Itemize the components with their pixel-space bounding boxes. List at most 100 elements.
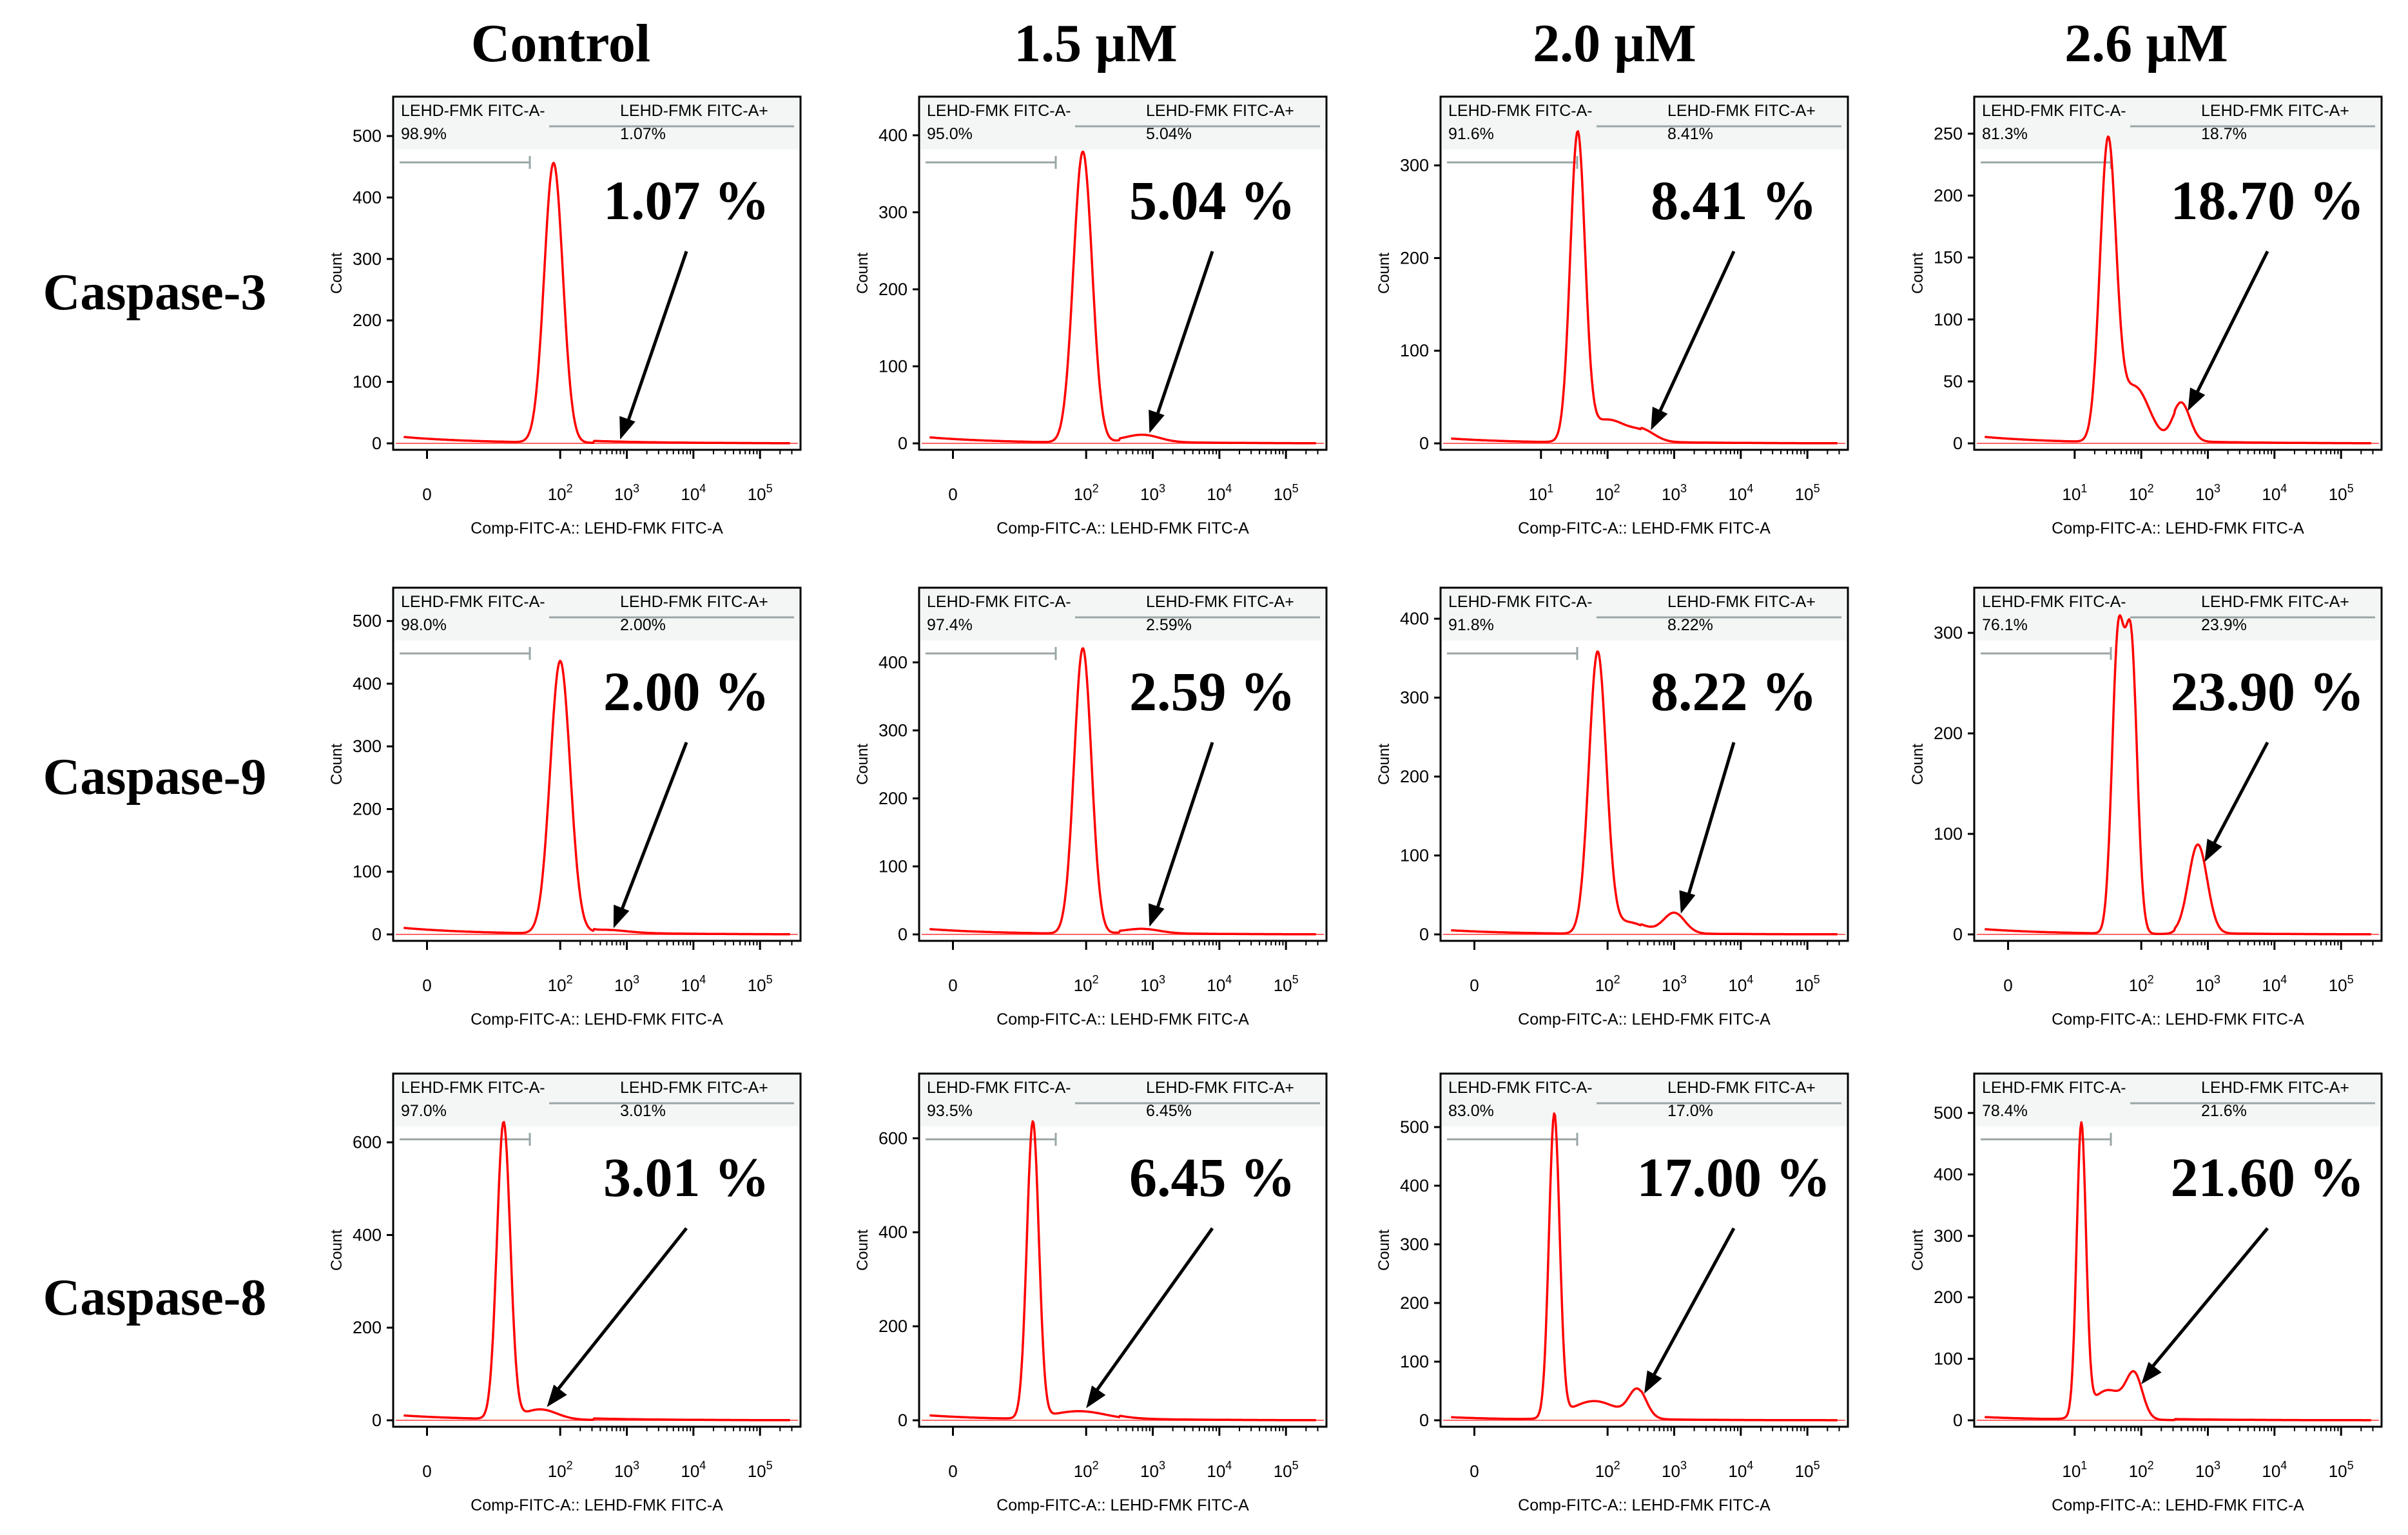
x-tick-label: 104 [2262,482,2287,504]
gate-pos-label: LEHD-FMK FITC-A+ [1667,593,1816,611]
x-tick-label: 105 [2329,1459,2354,1481]
x-tick-label: 102 [1074,1459,1099,1481]
x-tick-label: 101 [2062,1459,2087,1481]
column-title-1: 1.5 µM [1014,14,1178,73]
gate-neg-label: LEHD-FMK FITC-A- [927,102,1071,120]
annotation-percent: 8.41 % [1651,169,1817,231]
y-tick-label: 200 [1400,248,1429,267]
row-label-1: Caspase-9 [43,749,267,806]
annotation-arrow-line [2208,741,2269,853]
y-axis-title: Count [1909,1230,1927,1271]
gate-pos-label: LEHD-FMK FITC-A+ [2201,1079,2349,1097]
annotation-arrow-line [1152,251,1214,423]
gate-pos-percent: 21.6% [2201,1102,2247,1120]
annotation-arrow-head [547,1384,567,1407]
y-axis-title: Count [854,1230,871,1271]
y-tick-label: 300 [1934,1226,1963,1246]
x-tick-label: 105 [1274,1459,1299,1481]
histogram-panel-r0c3: LEHD-FMK FITC-A- 81.3% LEHD-FMK FITC-A+ 18.… [1909,95,2383,537]
gate-neg-label: LEHD-FMK FITC-A- [1448,1079,1593,1097]
histogram-panel-r1c3: LEHD-FMK FITC-A- 76.1% LEHD-FMK FITC-A+ 23.… [1909,586,2383,1028]
x-tick-label: 103 [1662,1459,1687,1481]
y-tick-label: 300 [1400,688,1429,708]
histogram-panel-r0c1: LEHD-FMK FITC-A- 95.0% LEHD-FMK FITC-A+ 5.0… [854,95,1328,537]
plot-frame [918,1072,1328,1428]
x-tick-label: 102 [548,1459,573,1481]
annotation-arrow-line [2145,1227,2269,1375]
x-tick-label: 105 [1795,1459,1820,1481]
y-tick-label: 300 [353,737,382,756]
gate-neg-percent: 83.0% [1448,1102,1494,1120]
gate-neg-percent: 97.4% [927,616,973,634]
x-tick-label: 0 [948,976,957,995]
y-tick-label: 300 [879,720,908,740]
annotation-arrow-head [1651,407,1668,430]
plot-frame [392,586,802,942]
y-tick-label: 500 [353,126,382,146]
gate-pos-label: LEHD-FMK FITC-A+ [1146,102,1294,120]
y-tick-label: 100 [1400,341,1429,360]
y-tick-label: 400 [879,653,908,672]
column-title-2: 2.0 µM [1533,14,1696,73]
plot-frame [1973,95,2383,451]
y-tick-label: 0 [898,925,908,944]
plot-frame [392,95,802,451]
x-tick-label: 105 [2329,973,2354,995]
annotation-percent: 8.22 % [1651,661,1817,722]
y-tick-label: 250 [1934,124,1963,143]
x-axis-title: Comp-FITC-A:: LEHD-FMK FITC-A [1518,519,1771,537]
gate-header [1976,1075,2380,1126]
plot-frame [918,95,1328,451]
annotation-arrow-head [2141,1362,2162,1384]
annotation-percent: 23.90 % [2171,661,2365,722]
x-tick-label: 104 [1207,482,1232,504]
x-tick-label: 104 [681,482,706,504]
histogram-panel-r2c1: LEHD-FMK FITC-A- 93.5% LEHD-FMK FITC-A+ 6.4… [854,1072,1328,1514]
gate-neg-label: LEHD-FMK FITC-A- [401,593,545,611]
gate-pos-label: LEHD-FMK FITC-A+ [1146,1079,1294,1097]
gate-pos-percent: 8.22% [1667,616,1713,634]
y-axis-title: Count [328,1230,345,1271]
y-tick-label: 400 [1400,1176,1429,1195]
y-tick-label: 100 [353,372,382,392]
y-tick-label: 100 [1400,1352,1429,1371]
x-axis-title: Comp-FITC-A:: LEHD-FMK FITC-A [996,1496,1249,1514]
y-axis-title: Count [1375,1230,1393,1271]
x-tick-label: 105 [748,482,773,504]
y-tick-label: 0 [1953,434,1963,453]
x-axis-title: Comp-FITC-A:: LEHD-FMK FITC-A [2052,519,2304,537]
plot-frame [1439,586,1849,942]
x-tick-label: 103 [2195,973,2220,995]
y-tick-label: 100 [353,862,382,882]
x-tick-label: 102 [2129,1459,2154,1481]
gate-pos-label: LEHD-FMK FITC-A+ [1667,102,1816,120]
y-tick-label: 100 [1400,846,1429,865]
x-tick-label: 102 [548,973,573,995]
y-tick-label: 300 [353,249,382,269]
annotation-percent: 18.70 % [2171,169,2365,231]
y-tick-label: 400 [353,188,382,207]
x-tick-label: 103 [2195,1459,2220,1481]
y-tick-label: 500 [1400,1117,1429,1137]
gate-neg-percent: 97.0% [401,1102,447,1120]
plot-frame [1439,95,1849,451]
gate-header [394,98,799,150]
gate-neg-percent: 98.9% [401,125,447,143]
x-tick-label: 102 [1595,482,1620,504]
gate-header [1442,1075,1847,1126]
x-axis-title: Comp-FITC-A:: LEHD-FMK FITC-A [471,1496,723,1514]
y-tick-label: 300 [1400,1235,1429,1254]
gate-header [1976,589,2380,641]
gate-neg-percent: 91.8% [1448,616,1494,634]
y-tick-label: 300 [1400,156,1429,175]
y-tick-label: 200 [353,311,382,330]
gate-neg-percent: 91.6% [1448,125,1494,143]
gate-pos-label: LEHD-FMK FITC-A+ [2201,593,2349,611]
y-tick-label: 200 [879,1317,908,1336]
gate-header [1442,98,1847,150]
gate-neg-percent: 78.4% [1982,1102,2028,1120]
gate-pos-percent: 23.9% [2201,616,2247,634]
annotation-arrow-head [1149,903,1165,927]
x-tick-label: 103 [614,973,639,995]
histogram-panel-r2c3: LEHD-FMK FITC-A- 78.4% LEHD-FMK FITC-A+ 21.… [1909,1072,2383,1514]
